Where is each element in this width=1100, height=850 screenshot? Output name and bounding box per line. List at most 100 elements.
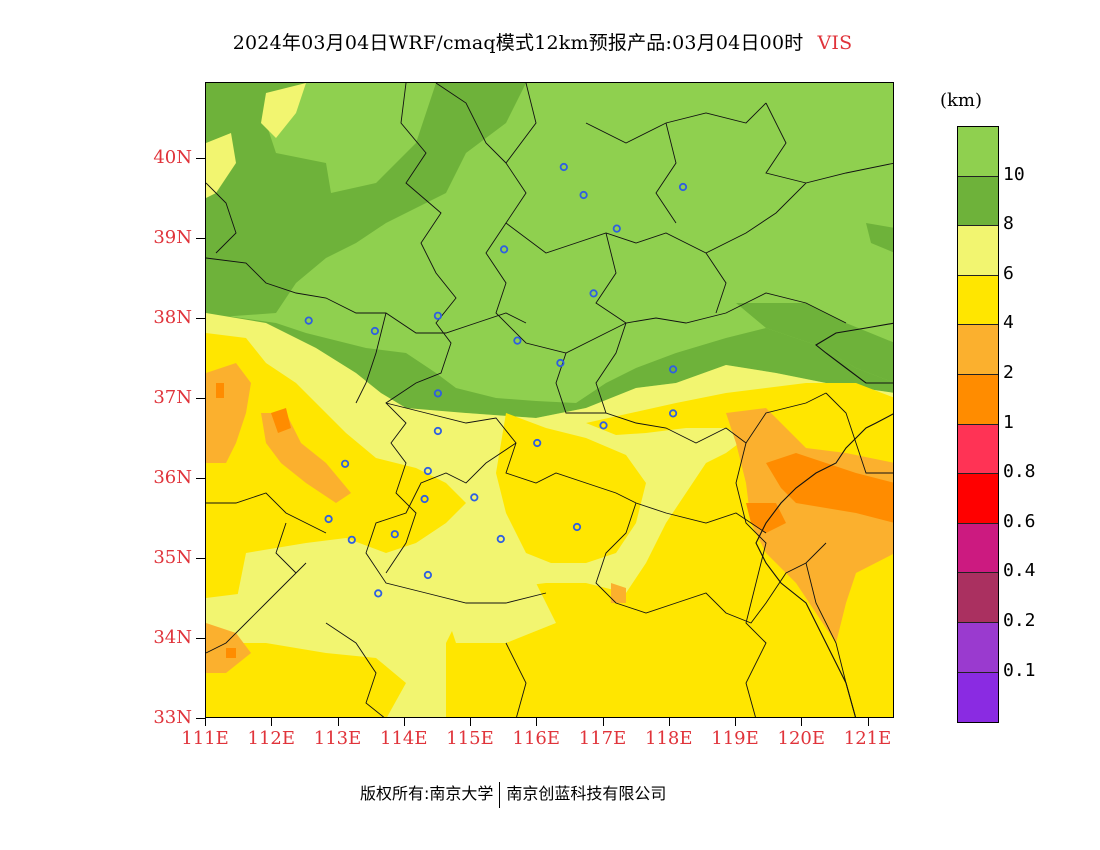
latitude-label: 35N <box>153 547 192 568</box>
city-marker <box>559 162 568 172</box>
city-marker <box>420 494 429 504</box>
city-marker <box>533 438 542 448</box>
longitude-tick <box>470 718 471 726</box>
region-1to2 <box>271 408 291 433</box>
colorbar-label: 1 <box>1003 411 1014 433</box>
city-marker <box>304 316 313 325</box>
city-marker <box>589 289 598 298</box>
city-marker <box>668 409 678 418</box>
longitude-tick <box>536 718 538 726</box>
colorbar-swatch <box>958 622 998 673</box>
city-marker <box>423 466 432 476</box>
colorbar-swatch <box>958 275 998 326</box>
longitude-tick <box>205 718 206 726</box>
region-4to6 <box>206 643 406 717</box>
region-4to6 <box>206 333 466 598</box>
city-marker <box>556 358 565 368</box>
latitude-tick <box>196 558 205 559</box>
title-variable: VIS <box>817 32 853 54</box>
region-2to4 <box>611 583 626 603</box>
city-marker <box>678 182 688 192</box>
longitude-label: 113E <box>313 728 362 749</box>
latitude-tick <box>196 318 205 319</box>
longitude-label: 117E <box>578 728 627 749</box>
colorbar-unit: (km) <box>940 90 983 111</box>
colorbar-label: 0.6 <box>1003 510 1036 532</box>
colorbar-swatch <box>958 325 998 375</box>
region-6to8 <box>446 573 556 643</box>
longitude-tick <box>867 718 869 726</box>
latitude-label: 40N <box>153 147 192 168</box>
colorbar-swatch <box>958 523 998 574</box>
region-1to2 <box>226 648 236 658</box>
region-6to8 <box>236 538 446 643</box>
city-marker <box>496 534 505 544</box>
longitude-label: 112E <box>247 728 296 749</box>
city-marker <box>599 421 608 430</box>
footer-left: 版权所有:南京大学 <box>360 784 494 803</box>
longitude-label: 115E <box>446 728 494 749</box>
city-marker <box>324 514 333 524</box>
region-8to10 <box>206 83 526 318</box>
longitude-label: 114E <box>380 728 428 749</box>
longitude-tick <box>271 718 273 726</box>
latitude-tick <box>196 398 205 399</box>
region-6to8 <box>261 83 306 138</box>
region-8to10 <box>866 223 893 253</box>
latitude-tick <box>196 718 205 719</box>
coastline <box>755 322 893 717</box>
copyright-footer: 版权所有:南京大学 南京创蓝科技有限公司 <box>360 780 666 808</box>
city-marker <box>423 570 432 580</box>
city-marker <box>513 336 522 345</box>
colorbar-swatch <box>958 474 998 524</box>
longitude-label: 119E <box>711 728 759 749</box>
longitude-label: 116E <box>512 728 561 749</box>
latitude-label: 33N <box>153 707 192 728</box>
colorbar-label: 8 <box>1003 213 1014 235</box>
region-1to2 <box>216 383 224 398</box>
longitude-tick <box>735 718 736 726</box>
colorbar-swatch <box>958 573 998 623</box>
longitude-label: 121E <box>843 728 892 749</box>
city-marker <box>370 326 379 336</box>
city-marker <box>374 589 383 598</box>
longitude-label: 120E <box>777 728 826 749</box>
colorbar-label: 0.2 <box>1003 610 1036 631</box>
longitude-tick <box>403 718 405 726</box>
region-8to10 <box>736 303 893 383</box>
colorbar-swatch <box>958 672 998 723</box>
city-marker <box>390 530 399 539</box>
longitude-tick <box>602 718 604 726</box>
region-6to8 <box>206 133 236 198</box>
colorbar-label: 2 <box>1003 362 1014 383</box>
longitude-tick <box>801 718 803 726</box>
colorbar-swatch <box>958 374 998 425</box>
colorbar-swatch <box>958 226 998 276</box>
chart-title: 2024年03月04日WRF/cmaq模式12km预报产品:03月04日00时 V… <box>0 28 1085 55</box>
city-markers <box>304 162 688 598</box>
city-marker <box>433 426 442 436</box>
city-marker <box>341 459 350 468</box>
region-2to4 <box>726 408 893 643</box>
city-marker <box>433 389 442 398</box>
colorbar-swatch <box>958 176 998 227</box>
region-2to4 <box>261 413 351 503</box>
longitude-label: 111E <box>181 728 229 749</box>
latitude-label: 39N <box>153 227 192 248</box>
colorbar-label: 0.8 <box>1003 461 1036 483</box>
footer-separator <box>499 781 501 808</box>
city-marker <box>347 535 356 544</box>
city-marker <box>612 224 621 233</box>
colorbar-label: 0.1 <box>1003 659 1036 681</box>
city-marker <box>499 245 509 254</box>
longitude-tick <box>668 718 670 726</box>
city-marker <box>579 190 588 200</box>
latitude-label: 38N <box>153 307 192 328</box>
latitude-label: 36N <box>153 467 192 488</box>
visibility-map <box>205 82 894 718</box>
admin-boundaries <box>206 83 893 717</box>
longitude-label: 118E <box>645 728 693 749</box>
latitude-label: 37N <box>153 387 192 408</box>
colorbar-label: 10 <box>1003 163 1025 185</box>
latitude-tick <box>196 158 205 159</box>
